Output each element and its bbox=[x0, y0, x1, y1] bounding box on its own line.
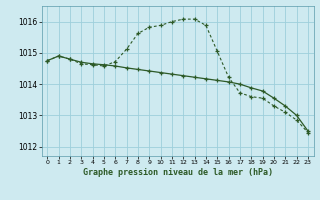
X-axis label: Graphe pression niveau de la mer (hPa): Graphe pression niveau de la mer (hPa) bbox=[83, 168, 273, 177]
